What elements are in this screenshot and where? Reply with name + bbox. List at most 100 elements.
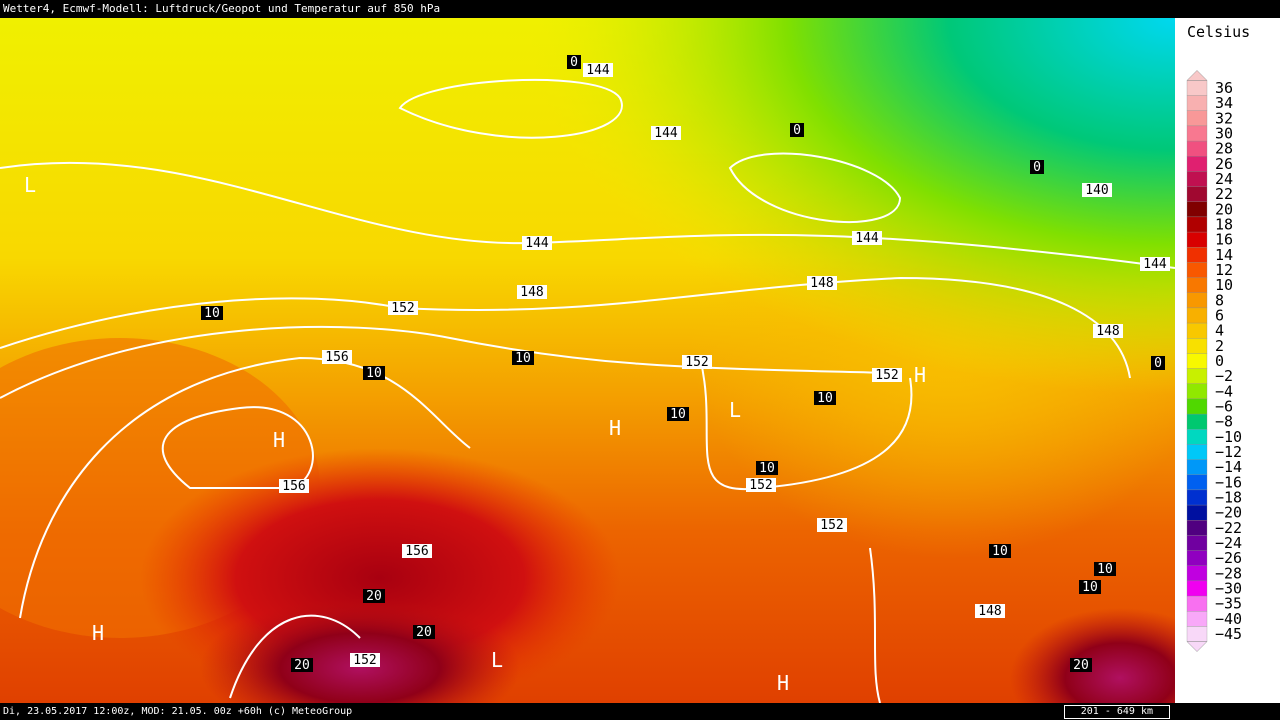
pressure-center: H [92,621,104,645]
geopotential-label-text: 148 [810,276,833,291]
geopotential-label-text: 144 [1143,257,1167,272]
geopotential-label-text: 152 [875,368,898,383]
geopotential-label-text: 144 [525,236,549,251]
legend-label: 36 [1215,79,1233,97]
temperature-label-text: 10 [1097,562,1113,577]
legend-swatch [1186,474,1208,491]
legend-label: −2 [1215,367,1233,385]
temperature-label-text: 10 [204,306,220,321]
legend-label: 28 [1215,140,1233,158]
geopotential-label-box [322,350,352,364]
temperature-label-text: 10 [670,407,686,422]
legend-label: 10 [1215,276,1233,294]
temperature-label: 20 [363,589,385,604]
geopotential-label-box [975,604,1005,618]
geopotential-label-text: 148 [978,604,1001,619]
legend-label: 20 [1215,200,1233,218]
legend-label: −45 [1215,625,1242,643]
geopotential-label: 152 [350,653,380,668]
temperature-label-text: 10 [1082,580,1098,595]
legend-swatch [1186,429,1208,445]
pressure-center: L [491,648,503,672]
temperature-label-text: 10 [759,461,775,476]
isobar [19,356,471,619]
legend-label: −30 [1215,580,1242,598]
temperature-label-text: 10 [817,391,833,406]
geopotential-label: 140 [1082,183,1112,198]
legend-label: −6 [1215,398,1233,416]
geopotential-label-box [1093,324,1123,338]
legend-label: −20 [1215,504,1242,522]
temperature-label-box [413,625,435,639]
legend-swatch [1186,626,1208,642]
legend-swatch [1186,125,1208,142]
geopotential-label-text: 156 [405,544,428,559]
geopotential-label-text: 144 [586,63,610,78]
temperature-label: 20 [1070,658,1092,673]
isobar [869,547,881,703]
geopotential-label: 152 [388,301,418,316]
legend-label: 6 [1215,307,1224,325]
legend-swatch [1186,262,1208,278]
legend-label: −18 [1215,489,1242,507]
legend-swatch [1186,338,1208,354]
pressure-center: H [914,363,926,387]
legend-swatch [1186,307,1208,324]
legend-arrow [1186,641,1208,652]
temperature-label-box [512,351,534,365]
map-labels: 144 144 144 144 144 140 148 148 148 148 152 152 152 1… [24,55,1170,695]
geopotential-label-box [279,479,309,493]
legend-label: −28 [1215,564,1242,582]
geopotential-label-box [350,653,380,667]
temperature-label-text: 20 [294,658,310,673]
legend-label: 18 [1215,216,1233,234]
legend-swatch [1186,201,1208,218]
temperature-label: 0 [1030,160,1044,175]
legend-swatch [1186,383,1208,400]
legend-label: 2 [1215,337,1224,355]
temperature-label: 10 [814,391,836,406]
legend-swatch [1186,231,1208,248]
legend-swatch [1186,216,1208,233]
legend-label: 14 [1215,246,1233,264]
legend-label: −26 [1215,549,1242,567]
legend-label: 24 [1215,170,1233,188]
temperature-label-box [1151,356,1165,370]
pressure-center: L [24,173,36,197]
temperature-label: 0 [790,123,804,138]
geopotential-label: 156 [402,544,432,559]
legend-swatch [1186,247,1208,263]
legend-label: 12 [1215,261,1233,279]
legend-swatch [1186,504,1208,521]
temperature-label-box [291,658,313,672]
geopotential-label-text: 152 [685,355,708,370]
legend-title: Celsius [1187,23,1251,41]
temperature-label-text: 0 [570,55,578,70]
geopotential-label: 144 [522,236,552,251]
temperature-label-box [814,391,836,405]
temperature-label: 10 [363,366,385,381]
temperature-label-text: 10 [992,544,1008,559]
geopotential-label-text: 156 [282,479,305,494]
legend-swatch [1186,171,1208,187]
temperature-label-box [1070,658,1092,672]
geopotential-label-box [852,231,882,245]
legend-label: −12 [1215,443,1242,461]
pressure-center: H [777,671,789,695]
temperature-label-text: 0 [793,123,801,138]
geopotential-label-text: 156 [325,350,348,365]
geopotential-label-text: 152 [749,478,772,493]
legend-swatch [1186,292,1208,309]
temperature-label: 10 [1079,580,1101,595]
legend-swatch [1186,413,1208,430]
legend-scale: 363432302826242220181614121086420−2−4−6−… [1186,70,1242,652]
geopotential-label-text: 152 [353,653,376,668]
temperature-label-box [790,123,804,137]
geopotential-label: 148 [1093,324,1123,339]
temperature-label: 10 [1094,562,1116,577]
temperature-label: 0 [1151,356,1165,371]
legend-swatch [1186,322,1208,339]
legend-label: 4 [1215,322,1224,340]
geopotential-label-box [388,301,418,315]
